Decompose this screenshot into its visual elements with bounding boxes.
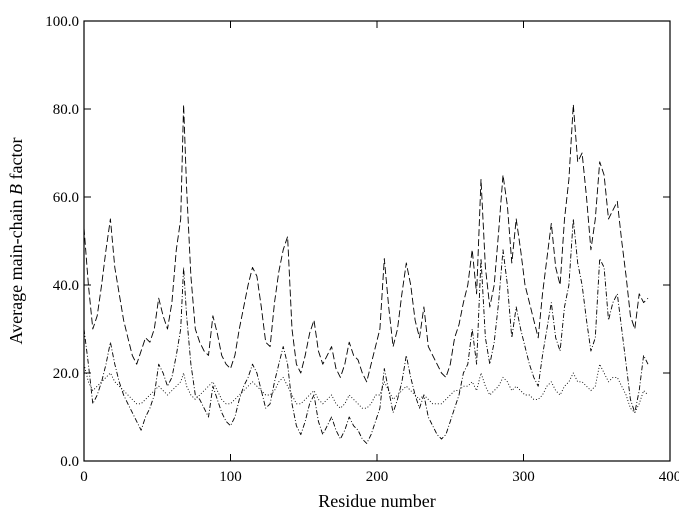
x-tick-label-0: 0	[80, 469, 88, 485]
x-tick-label-3: 300	[512, 469, 535, 485]
plot-frame	[83, 20, 671, 462]
series-line-dash-dot	[83, 218, 649, 444]
y-axis-title-part-1: Average main-chain	[6, 195, 26, 345]
plot-series	[83, 104, 649, 444]
y-axis: 0.0 20.0 40.0 60.0 80.0 100.0	[45, 14, 670, 470]
y-axis-title: Average main-chain B factor	[6, 137, 26, 344]
y-tick-label-2: 40.0	[53, 278, 79, 294]
y-tick-label-5: 100.0	[45, 14, 79, 30]
y-axis-title-part-3: factor	[6, 137, 26, 183]
y-tick-label-1: 20.0	[53, 366, 79, 382]
series-line-dashed	[83, 104, 649, 383]
x-tick-label-1: 100	[219, 469, 242, 485]
x-axis-title: Residue number	[318, 491, 435, 511]
y-tick-label-3: 60.0	[53, 190, 79, 206]
y-tick-label-4: 80.0	[53, 102, 79, 118]
x-axis: 0 100 200 300 400	[80, 21, 679, 485]
x-tick-label-2: 200	[366, 469, 389, 485]
y-axis-title-part-2: B	[6, 184, 26, 195]
y-tick-label-0: 0.0	[60, 454, 79, 470]
series-line-dotted	[83, 363, 649, 414]
x-tick-label-4: 400	[659, 469, 679, 485]
